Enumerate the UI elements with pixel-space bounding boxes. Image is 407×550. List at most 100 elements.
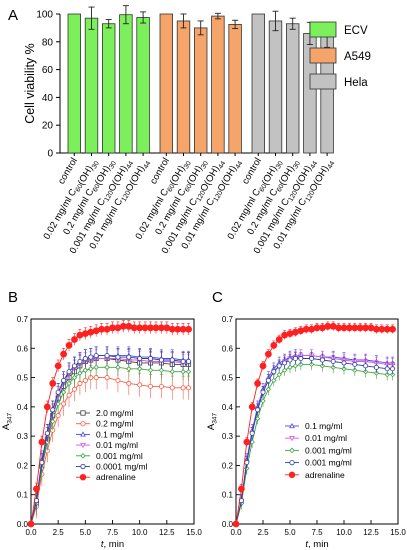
legend-label: A549 <box>344 51 371 63</box>
legend-label: 2.0 mg/ml <box>96 408 133 418</box>
data-point <box>62 402 66 406</box>
y-tick-label: 0.7 <box>17 315 29 324</box>
data-point <box>186 386 190 390</box>
data-point <box>245 460 249 464</box>
legend-label: 0.01 mg/ml <box>305 433 347 443</box>
legend-swatch <box>310 48 336 63</box>
y-tick-label: 0.6 <box>17 344 29 353</box>
bar <box>194 28 207 153</box>
data-point <box>83 356 87 360</box>
data-point <box>40 460 44 464</box>
y-tick-label: 0.1 <box>222 491 234 500</box>
data-point <box>72 387 76 391</box>
data-point <box>320 358 324 362</box>
data-point <box>51 408 55 412</box>
data-point <box>186 359 190 363</box>
x-axis-label: t, min <box>305 539 328 550</box>
x-tick-label: 10.0 <box>132 528 148 537</box>
data-point <box>127 381 131 385</box>
legend-label: 0.0001 mg/ml <box>96 462 148 472</box>
data-point <box>266 378 270 382</box>
data-point <box>138 383 142 387</box>
y-axis-label: A347 <box>206 413 219 431</box>
data-point <box>28 521 34 527</box>
data-point <box>293 356 297 360</box>
x-tick-label: 7.5 <box>311 528 323 537</box>
data-point <box>67 393 71 397</box>
data-point <box>391 367 395 371</box>
data-point <box>80 474 86 480</box>
y-tick-label: 0.1 <box>17 491 29 500</box>
y-tick-label: 0.6 <box>222 344 234 353</box>
x-tick-label: 0.0 <box>230 528 242 537</box>
legend-label: 0.001 mg/ml <box>305 445 352 455</box>
data-point <box>290 460 294 464</box>
data-point <box>238 486 244 492</box>
legend-label: 0.1 mg/ml <box>96 429 133 439</box>
data-point <box>116 378 120 382</box>
x-tick-label: 15.0 <box>186 528 202 537</box>
data-point <box>138 356 142 360</box>
bar <box>120 15 133 153</box>
data-point <box>78 359 82 363</box>
data-point <box>81 443 85 447</box>
bar <box>252 14 265 153</box>
data-point <box>81 464 85 468</box>
panel-letter: B <box>8 289 18 306</box>
data-point <box>81 454 85 458</box>
legend-label: 0.01 mg/ml <box>96 440 138 450</box>
x-tick-label: 12.5 <box>159 528 175 537</box>
y-tick-label: 0.4 <box>222 403 234 412</box>
data-point <box>255 380 261 386</box>
data-point <box>159 358 163 362</box>
y-tick-label: 0.2 <box>222 461 234 470</box>
data-point <box>353 362 357 366</box>
x-axis-label: t, min <box>101 539 124 550</box>
data-point <box>342 361 346 365</box>
x-tick-label: 15.0 <box>390 528 406 537</box>
data-point <box>71 337 77 343</box>
data-point <box>277 364 281 368</box>
data-point <box>276 337 282 343</box>
data-point <box>265 351 271 357</box>
legend-swatch <box>310 22 336 37</box>
data-point <box>374 365 378 369</box>
x-tick-label: 7.5 <box>107 528 119 537</box>
data-point <box>94 354 98 358</box>
data-point <box>116 355 120 359</box>
data-point <box>89 367 93 371</box>
data-point <box>55 363 61 369</box>
data-point <box>186 326 192 332</box>
y-tick-label: 0.5 <box>17 374 29 383</box>
data-point <box>148 384 152 388</box>
y-tick-label: 0.0 <box>17 520 29 529</box>
y-tick-label: 0.2 <box>17 461 29 470</box>
data-point <box>39 439 45 445</box>
bar <box>102 24 115 153</box>
data-point <box>289 472 295 478</box>
legend-label: 0.1 mg/ml <box>305 421 342 431</box>
y-tick-label: 0.3 <box>222 432 234 441</box>
y-tick-label: 0.7 <box>222 315 234 324</box>
data-point <box>288 358 292 362</box>
legend-label: Hela <box>344 77 368 89</box>
data-point <box>364 364 368 368</box>
x-tick-label: 0.0 <box>25 528 37 537</box>
data-point <box>261 399 265 403</box>
data-point <box>56 390 60 394</box>
bar <box>137 17 150 153</box>
data-point <box>81 422 85 426</box>
panel-c-line-chart: C 0.0 2.5 5.0 7.5 10.0 12.5 15.0 0.0 0.1 0.2 0.3 0.4… <box>206 289 406 550</box>
data-point <box>148 356 152 360</box>
data-point <box>33 486 39 492</box>
data-point <box>299 356 303 360</box>
data-point <box>272 370 276 374</box>
data-point <box>81 411 85 415</box>
data-point <box>170 386 174 390</box>
data-point <box>159 384 163 388</box>
data-point <box>170 358 174 362</box>
y-tick-label: 100 <box>36 10 53 21</box>
y-tick-label: 0 <box>47 149 53 160</box>
data-point <box>44 404 50 410</box>
data-point <box>181 359 185 363</box>
